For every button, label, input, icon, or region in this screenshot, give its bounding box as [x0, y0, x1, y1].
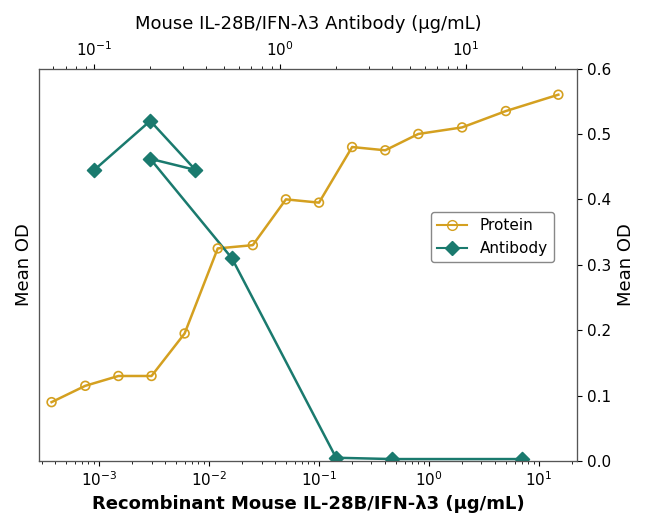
Point	[145, 117, 155, 125]
Point	[113, 372, 124, 380]
Point	[80, 382, 90, 390]
Y-axis label: Mean OD: Mean OD	[617, 223, 635, 306]
Point	[500, 107, 511, 115]
Point	[89, 166, 99, 174]
Point	[347, 143, 358, 151]
Point	[413, 130, 424, 138]
Point	[380, 146, 391, 155]
Point	[146, 372, 157, 380]
Point	[331, 454, 341, 462]
Point	[213, 244, 223, 253]
Point	[145, 155, 155, 163]
Point	[314, 199, 324, 207]
X-axis label: Mouse IL-28B/IFN-λ3 Antibody (μg/mL): Mouse IL-28B/IFN-λ3 Antibody (μg/mL)	[135, 15, 482, 33]
Legend: Protein, Antibody: Protein, Antibody	[430, 212, 554, 262]
X-axis label: Recombinant Mouse IL-28B/IFN-λ3 (μg/mL): Recombinant Mouse IL-28B/IFN-λ3 (μg/mL)	[92, 495, 525, 513]
Point	[457, 123, 467, 131]
Point	[248, 241, 258, 249]
Y-axis label: Mean OD: Mean OD	[15, 223, 33, 306]
Point	[190, 166, 201, 174]
Point	[517, 455, 527, 463]
Point	[553, 90, 564, 99]
Point	[281, 195, 291, 204]
Point	[387, 455, 397, 463]
Point	[227, 254, 237, 262]
Point	[46, 398, 57, 407]
Point	[179, 329, 190, 338]
